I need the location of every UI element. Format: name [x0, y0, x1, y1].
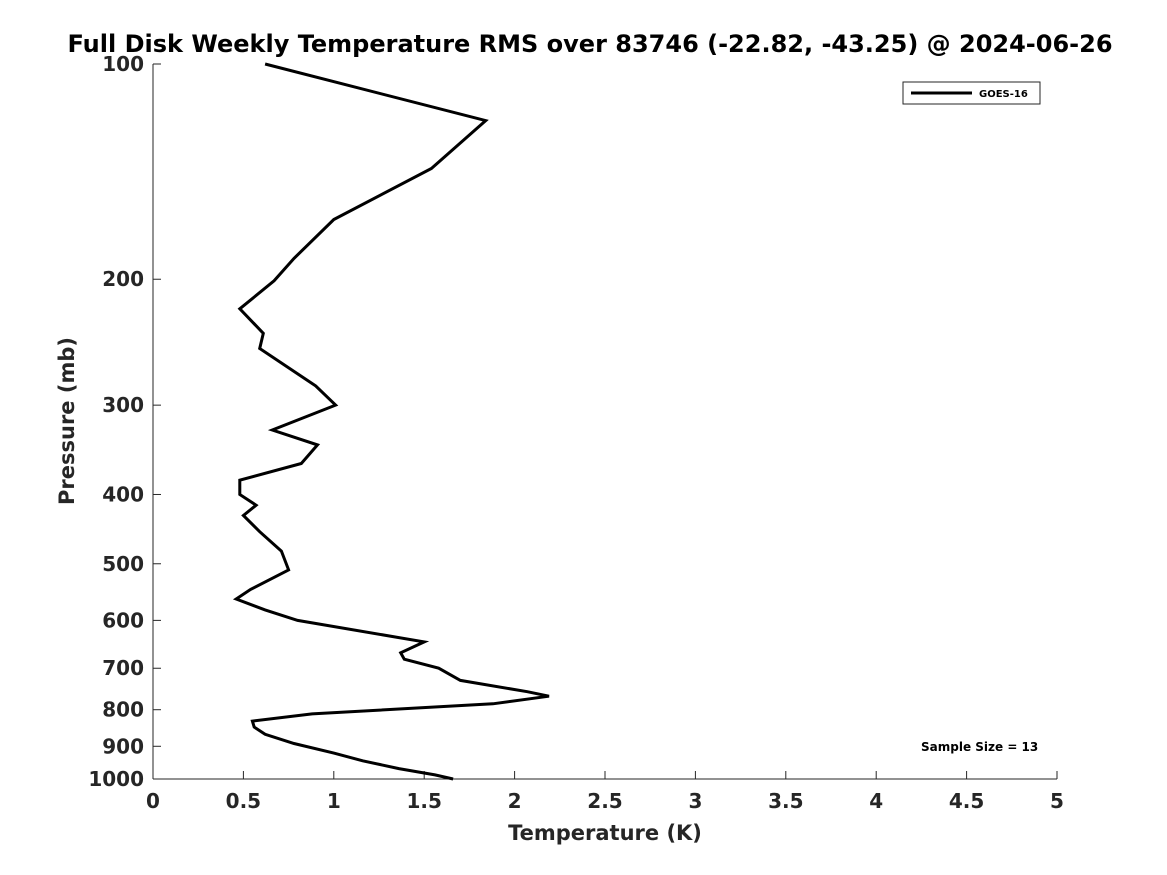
y-ticks: 100 200 300 400 500 600 700 800 900 1000 [88, 52, 161, 791]
y-tick-label: 100 [102, 52, 144, 76]
y-tick-label: 400 [102, 482, 144, 506]
y-axis-title: Pressure (mb) [55, 337, 79, 505]
x-tick-label: 4 [869, 789, 883, 813]
x-tick-label: 1 [327, 789, 341, 813]
y-tick-label: 600 [102, 608, 144, 632]
series-group [232, 62, 550, 781]
y-tick-label: 300 [102, 393, 144, 417]
y-tick-label: 800 [102, 698, 144, 722]
y-tick-label: 200 [102, 267, 144, 291]
legend: GOES-16 [902, 81, 1041, 105]
x-axis-title: Temperature (K) [508, 821, 702, 845]
axes [152, 64, 1057, 780]
y-tick-label: 700 [102, 656, 144, 680]
y-tick-label: 900 [102, 734, 144, 758]
x-tick-label: 3.5 [768, 789, 803, 813]
x-tick-label: 2.5 [587, 789, 622, 813]
x-tick-label: 0.5 [226, 789, 261, 813]
x-tick-label: 3 [688, 789, 702, 813]
y-tick-label: 1000 [88, 767, 144, 791]
legend-label-goes-16: GOES-16 [979, 89, 1028, 100]
x-tick-label: 4.5 [949, 789, 984, 813]
y-tick-label: 500 [102, 552, 144, 576]
x-tick-label: 1.5 [406, 789, 441, 813]
series-line-goes-16 [232, 62, 550, 781]
sample-size-annotation: Sample Size = 13 [921, 740, 1038, 754]
x-tick-label: 5 [1050, 789, 1064, 813]
x-ticks: 0 0.5 1 1.5 2 2.5 3 3.5 4 4.5 5 [146, 771, 1064, 813]
chart-title: Full Disk Weekly Temperature RMS over 83… [67, 30, 1112, 58]
x-tick-label: 2 [508, 789, 522, 813]
x-tick-label: 0 [146, 789, 160, 813]
